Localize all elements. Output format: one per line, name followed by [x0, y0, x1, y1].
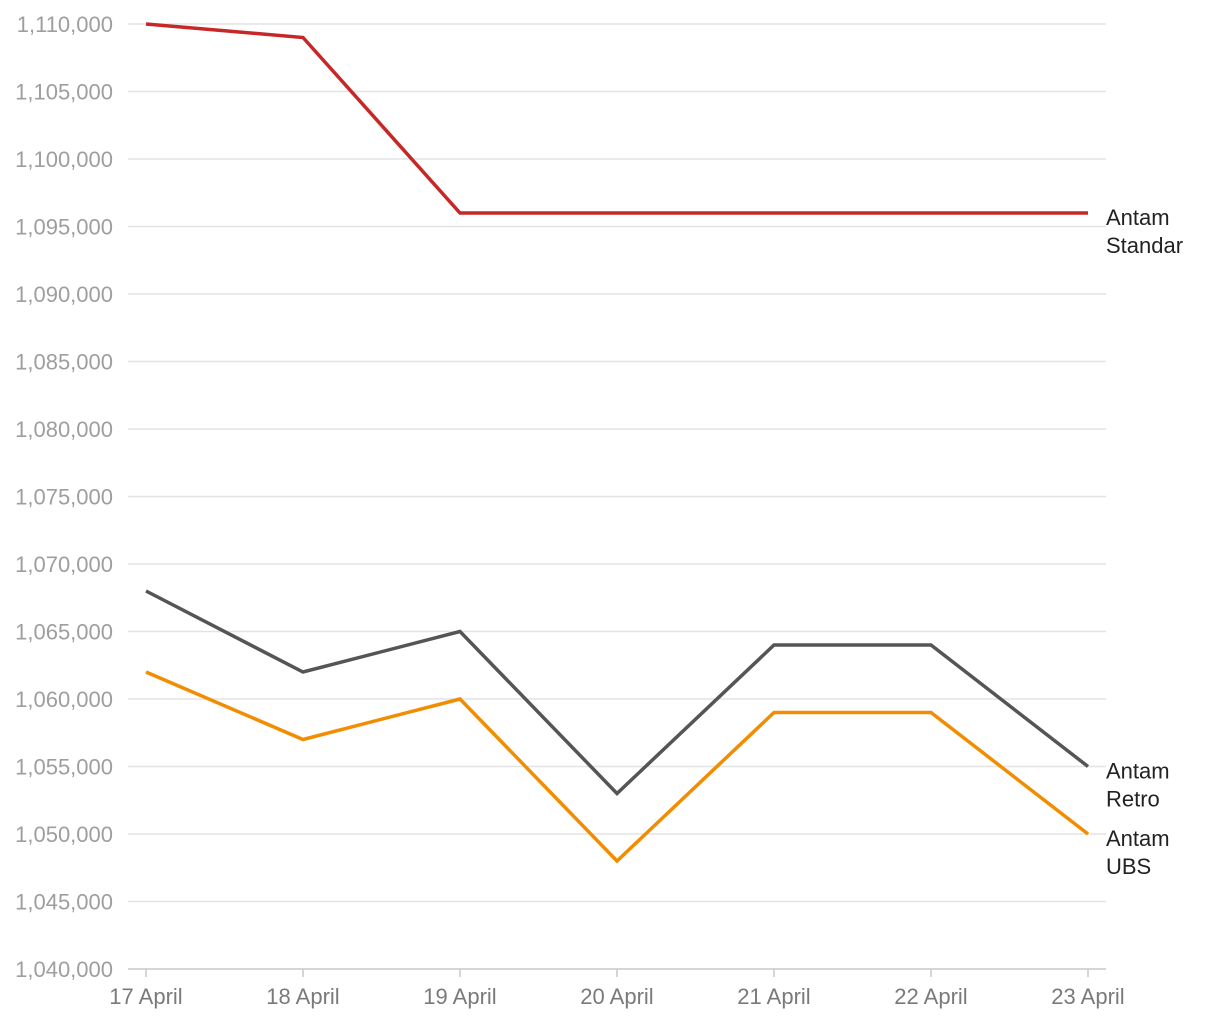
y-tick-label: 1,050,000 [15, 822, 113, 847]
series-label-antam-standar: Antam Standar [1106, 205, 1183, 258]
y-tick-label: 1,080,000 [15, 417, 113, 442]
y-tick-label: 1,105,000 [15, 80, 113, 105]
x-tick-label: 19 April [423, 984, 496, 1009]
series-labels: Antam Standar Antam Retro Antam UBS [1106, 205, 1183, 879]
y-axis-ticks: 1,040,000 1,045,000 1,050,000 1,055,000 1,06… [15, 12, 113, 982]
y-tick-label: 1,070,000 [15, 552, 113, 577]
x-tick-label: 20 April [580, 984, 653, 1009]
series-label-line: Retro [1106, 787, 1160, 812]
x-tick-label: 21 April [737, 984, 810, 1009]
y-tick-label: 1,110,000 [17, 12, 113, 37]
y-tick-label: 1,100,000 [15, 147, 113, 172]
x-tick-label: 17 April [109, 984, 182, 1009]
y-tick-label: 1,060,000 [15, 687, 113, 712]
y-tick-label: 1,040,000 [15, 957, 113, 982]
series-lines [145, 22, 1090, 864]
gridlines [128, 23, 1106, 970]
series-line-antam-standar [145, 22, 1088, 215]
series-label-antam-retro: Antam Retro [1106, 759, 1170, 812]
series-label-line: Antam [1106, 759, 1170, 784]
y-tick-label: 1,090,000 [15, 282, 113, 307]
series-label-antam-ubs: Antam UBS [1106, 826, 1170, 879]
x-tick-label: 18 April [266, 984, 339, 1009]
y-tick-label: 1,085,000 [15, 350, 113, 375]
y-tick-label: 1,055,000 [15, 755, 113, 780]
x-tick-label: 22 April [894, 984, 967, 1009]
y-tick-label: 1,065,000 [15, 620, 113, 645]
x-tick-label: 23 April [1051, 984, 1124, 1009]
series-label-line: Antam [1106, 826, 1170, 851]
series-label-line: Standar [1106, 233, 1183, 258]
series-label-line: UBS [1106, 854, 1151, 879]
series-label-line: Antam [1106, 205, 1170, 230]
x-axis-ticks: 17 April 18 April 19 April 20 April 21 April… [109, 969, 1125, 1009]
y-tick-label: 1,045,000 [15, 890, 113, 915]
y-tick-label: 1,075,000 [15, 485, 113, 510]
y-tick-label: 1,095,000 [15, 215, 113, 240]
series-line-antam-retro [145, 589, 1090, 796]
